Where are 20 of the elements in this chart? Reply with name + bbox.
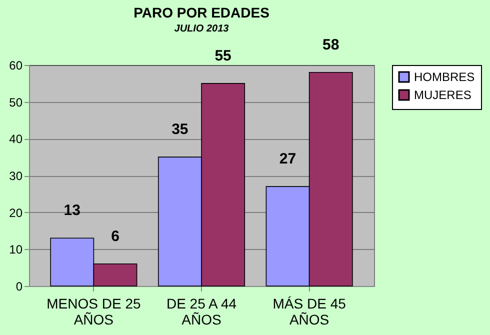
- data-label: 27: [279, 150, 296, 168]
- legend-label: HOMBRES: [414, 70, 475, 84]
- y-tick-label: 50: [9, 95, 23, 110]
- chart-title: PARO POR EDADES: [134, 4, 270, 20]
- data-label: 58: [322, 36, 340, 54]
- x-tick-label: MENOS DE 25 AÑOS: [46, 296, 141, 328]
- x-tick-label: MÁS DE 45 AÑOS: [272, 296, 346, 328]
- legend-label: MUJERES: [414, 88, 472, 102]
- y-tick-label: 0: [16, 280, 23, 294]
- data-label: 13: [64, 202, 80, 220]
- x-tick-label: DE 25 A 44 AÑOS: [166, 296, 237, 328]
- y-tick-label: 30: [9, 169, 23, 183]
- data-label: 55: [214, 47, 232, 64]
- data-label: 6: [111, 228, 120, 245]
- y-tick-label: 40: [9, 132, 23, 146]
- y-tick-label: 60: [9, 58, 23, 72]
- y-tick-label: 10: [9, 242, 23, 257]
- chart-subtitle: JULIO 2013: [174, 23, 230, 34]
- data-label: 35: [172, 121, 188, 138]
- y-tick-label: 20: [9, 206, 23, 220]
